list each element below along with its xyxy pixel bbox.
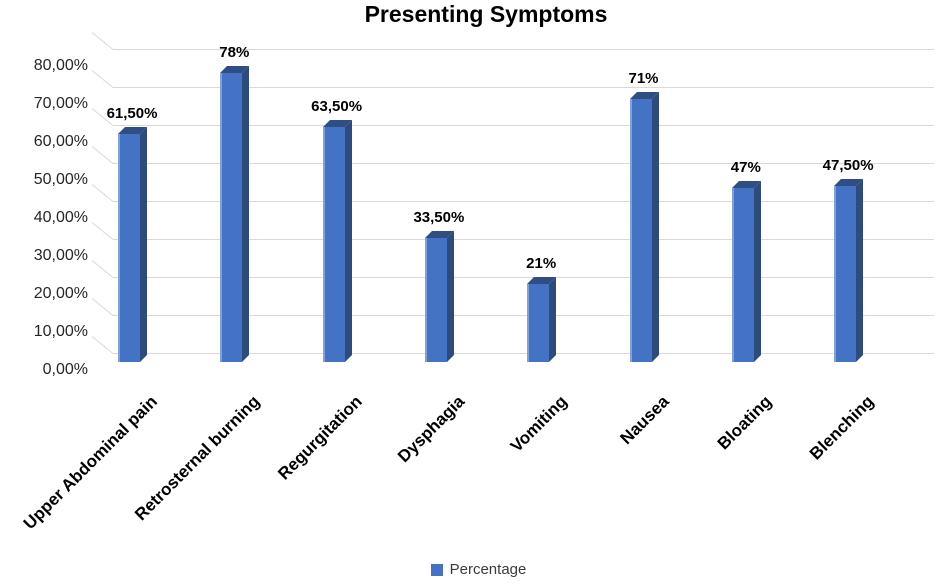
bar-side-face (344, 120, 352, 362)
bar-value-label: 61,50% (106, 105, 158, 123)
y-axis-tick-label: 40,00% (33, 209, 88, 226)
gridline (113, 315, 934, 316)
gridline (113, 49, 934, 50)
bar-side-face (446, 231, 454, 362)
y-axis-tick-label: 20,00% (33, 285, 88, 302)
x-axis-category-label: Blenching (805, 391, 878, 464)
gridline-depth-segment (91, 32, 114, 50)
legend-color-swatch (430, 563, 443, 576)
gridline (113, 87, 934, 88)
x-axis-category-label: Dysphagia (393, 391, 469, 467)
legend: Percentage (0, 561, 939, 578)
gridline (113, 163, 934, 164)
bar-side-face (549, 277, 557, 362)
bar-side-face (242, 66, 250, 362)
bar-value-label: 71% (628, 70, 659, 88)
bar (118, 134, 140, 362)
gridline-depth-segment (91, 260, 114, 278)
bar-value-label: 47% (730, 159, 761, 177)
legend-label: Percentage (449, 561, 527, 578)
bar (629, 99, 652, 362)
x-axis-category-label: Vomiting (506, 391, 571, 456)
gridline-depth-segment (91, 336, 114, 354)
bar-value-label: 78% (219, 44, 250, 62)
gridline-depth-segment (91, 298, 114, 316)
gridline (113, 353, 934, 354)
bar (731, 188, 754, 362)
y-axis-tick-label: 10,00% (33, 323, 88, 340)
gridline (113, 201, 934, 202)
bar-side-face (651, 92, 659, 362)
gridline (113, 239, 934, 240)
x-axis-category-label: Nausea (616, 391, 673, 449)
y-axis-tick-label: 70,00% (33, 95, 88, 112)
bar (220, 73, 243, 362)
bar-side-face (753, 181, 761, 362)
bar-side-face (856, 179, 864, 362)
x-axis-category-label: Bloating (713, 391, 776, 454)
gridline (113, 125, 934, 126)
bar-value-label: 21% (526, 255, 557, 273)
x-axis-category-label: Regurgitation (274, 391, 366, 484)
bar-value-label: 33,50% (413, 209, 465, 227)
y-axis-tick-label: 50,00% (33, 171, 88, 188)
gridline-depth-segment (91, 184, 114, 202)
bar (527, 284, 550, 362)
y-axis-tick-label: 80,00% (33, 57, 88, 74)
gridline-depth-segment (91, 146, 114, 164)
bar (834, 186, 857, 362)
chart-title: Presenting Symptoms (364, 1, 608, 27)
gridline-depth-segment (91, 222, 114, 240)
y-axis-tick-label: 30,00% (33, 247, 88, 264)
bar-value-label: 63,50% (311, 98, 363, 116)
y-axis-tick-label: 60,00% (33, 133, 88, 150)
y-axis-tick-label: 0,00% (42, 361, 88, 378)
bar-side-face (140, 127, 147, 362)
gridline (113, 277, 934, 278)
bar (424, 238, 447, 362)
gridline-depth-segment (91, 70, 114, 88)
bar-value-label: 47,50% (822, 157, 874, 175)
bar (322, 127, 345, 362)
